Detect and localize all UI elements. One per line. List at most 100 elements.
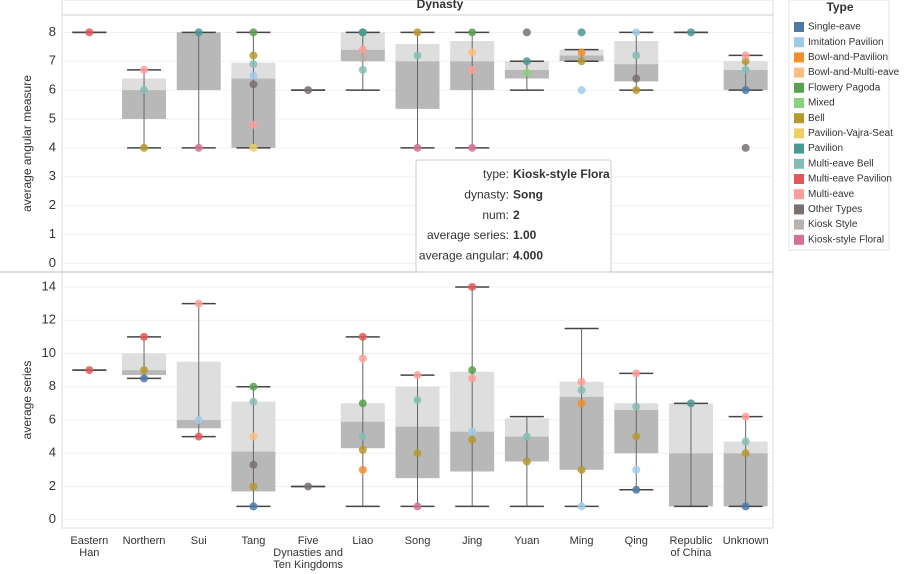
data-point (413, 449, 422, 458)
data-point (577, 57, 586, 66)
tooltip-value: Kiosk-style Flora (513, 167, 610, 181)
x-tick-label: Tang (241, 535, 266, 547)
data-point (577, 386, 586, 395)
column-header: Dynasty (417, 0, 464, 11)
tooltip-box (415, 159, 612, 273)
data-point (468, 374, 477, 383)
legend-label: Bowl-and-Multi-eave (808, 67, 900, 78)
data-point (249, 120, 258, 129)
data-point (413, 143, 422, 152)
data-point (468, 366, 477, 375)
y-tick-label: 2 (49, 478, 56, 493)
x-tick-label: Yuan (514, 535, 540, 547)
y-tick-label: 14 (42, 278, 56, 293)
data-point (686, 399, 695, 408)
data-point (741, 65, 750, 74)
legend-box (788, 0, 890, 251)
data-point (358, 65, 367, 74)
data-point (194, 415, 203, 424)
tooltip-label: dynasty: (464, 187, 509, 201)
data-point (194, 143, 203, 152)
x-tick-label: Unknown (722, 535, 769, 547)
data-point (140, 374, 149, 383)
data-point (577, 377, 586, 386)
legend-label: Mixed (808, 98, 835, 109)
data-point (358, 45, 367, 54)
legend-swatch (794, 37, 804, 48)
data-point (413, 51, 422, 60)
legend-swatch (794, 234, 804, 245)
data-point (249, 143, 258, 152)
legend-label: Multi-eave Pavilion (808, 174, 892, 185)
data-point (741, 502, 750, 511)
legend-swatch (794, 52, 804, 63)
x-tick-label: Ming (569, 535, 594, 547)
data-point (140, 332, 149, 341)
legend-label: Bowl-and-Pavilion (808, 52, 888, 63)
data-point (304, 86, 313, 95)
x-tick-label: Song (404, 535, 431, 547)
y-axis-label: average angular measure (20, 75, 34, 212)
data-point (522, 432, 531, 441)
x-tick-label: Qing (624, 535, 648, 547)
data-point (741, 412, 750, 421)
data-point (632, 74, 641, 83)
x-tick-label: Republic of China (669, 535, 713, 559)
legend-swatch (794, 113, 804, 124)
legend-swatch (794, 67, 804, 78)
data-point (358, 465, 367, 474)
data-point (522, 68, 531, 77)
legend-label: Imitation Pavilion (808, 37, 884, 48)
y-tick-label: 7 (49, 53, 56, 68)
data-point (741, 57, 750, 66)
legend-label: Multi-eave (808, 189, 855, 200)
y-tick-label: 6 (49, 82, 56, 97)
legend-swatch (794, 158, 804, 169)
legend-label: Flowery Pagoda (808, 82, 881, 93)
x-tick-label: Sui (190, 535, 207, 547)
data-point (577, 28, 586, 37)
x-tick-label: Eastern Han (70, 535, 109, 559)
tooltip-value: 4.000 (513, 248, 543, 262)
data-point (632, 369, 641, 378)
legend-label: Kiosk Style (808, 219, 858, 230)
data-point (468, 65, 477, 74)
y-tick-label: 4 (49, 445, 56, 460)
legend-title: Type (826, 0, 853, 14)
data-point (577, 48, 586, 57)
data-point (249, 432, 258, 441)
tooltip-value: 2 (513, 208, 520, 222)
data-point (522, 57, 531, 66)
data-point (249, 502, 258, 511)
data-point (140, 86, 149, 95)
data-point (304, 482, 313, 491)
y-tick-label: 12 (42, 312, 56, 327)
data-point (140, 366, 149, 375)
data-point (249, 482, 258, 491)
data-point (468, 427, 477, 436)
y-tick-label: 1 (49, 226, 56, 241)
data-point (249, 397, 258, 406)
data-point (741, 143, 750, 152)
tooltip-label: average series: (427, 228, 509, 242)
data-point (358, 332, 367, 341)
data-point (249, 460, 258, 469)
legend-swatch (794, 22, 804, 32)
data-point (249, 28, 258, 37)
data-point (741, 437, 750, 446)
x-tick-label: Jing (462, 535, 483, 547)
data-point (741, 51, 750, 60)
data-point (468, 435, 477, 444)
data-point (358, 432, 367, 441)
data-point (194, 299, 203, 308)
legend-label: Other Types (808, 204, 862, 215)
data-point (358, 54, 367, 63)
legend-swatch (794, 174, 804, 184)
data-point (632, 432, 641, 441)
y-tick-label: 8 (49, 378, 56, 393)
data-point (249, 60, 258, 69)
legend-swatch (794, 98, 804, 108)
data-point (468, 28, 477, 37)
data-point (358, 28, 367, 37)
